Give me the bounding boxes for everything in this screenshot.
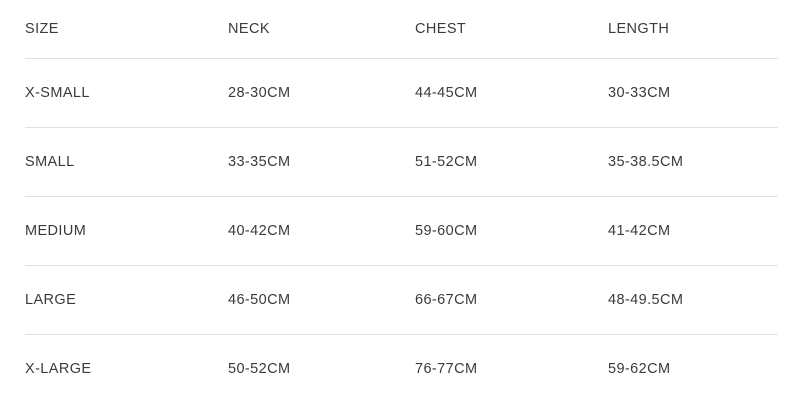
column-header-chest: CHEST: [415, 20, 467, 37]
length-cell: 35-38.5CM: [608, 153, 684, 170]
table-row-medium: MEDIUM 40-42CM 59-60CM 41-42CM: [25, 196, 778, 265]
table-header-row: SIZE NECK CHEST LENGTH: [25, 0, 778, 58]
neck-cell: 46-50CM: [228, 291, 291, 308]
length-cell: 59-62CM: [608, 360, 671, 377]
table-row-x-large: X-LARGE 50-52CM 76-77CM 59-62CM: [25, 334, 778, 403]
neck-cell: 50-52CM: [228, 360, 291, 377]
size-cell: SMALL: [25, 153, 75, 170]
length-cell: 48-49.5CM: [608, 291, 684, 308]
table-row-small: SMALL 33-35CM 51-52CM 35-38.5CM: [25, 127, 778, 196]
chest-cell: 76-77CM: [415, 360, 478, 377]
neck-cell: 40-42CM: [228, 222, 291, 239]
column-header-length: LENGTH: [608, 20, 670, 37]
length-cell: 30-33CM: [608, 84, 671, 101]
length-cell: 41-42CM: [608, 222, 671, 239]
table-row-x-small: X-SMALL 28-30CM 44-45CM 30-33CM: [25, 58, 778, 127]
table-row-large: LARGE 46-50CM 66-67CM 48-49.5CM: [25, 265, 778, 334]
chest-cell: 51-52CM: [415, 153, 478, 170]
neck-cell: 33-35CM: [228, 153, 291, 170]
neck-cell: 28-30CM: [228, 84, 291, 101]
column-header-neck: NECK: [228, 20, 270, 37]
chest-cell: 44-45CM: [415, 84, 478, 101]
size-cell: LARGE: [25, 291, 77, 308]
size-cell: X-SMALL: [25, 84, 90, 101]
size-cell: X-LARGE: [25, 360, 92, 377]
column-header-size: SIZE: [25, 20, 59, 37]
size-chart-table: SIZE NECK CHEST LENGTH X-SMALL 28-30CM 4…: [25, 0, 778, 403]
chest-cell: 66-67CM: [415, 291, 478, 308]
chest-cell: 59-60CM: [415, 222, 478, 239]
size-cell: MEDIUM: [25, 222, 87, 239]
